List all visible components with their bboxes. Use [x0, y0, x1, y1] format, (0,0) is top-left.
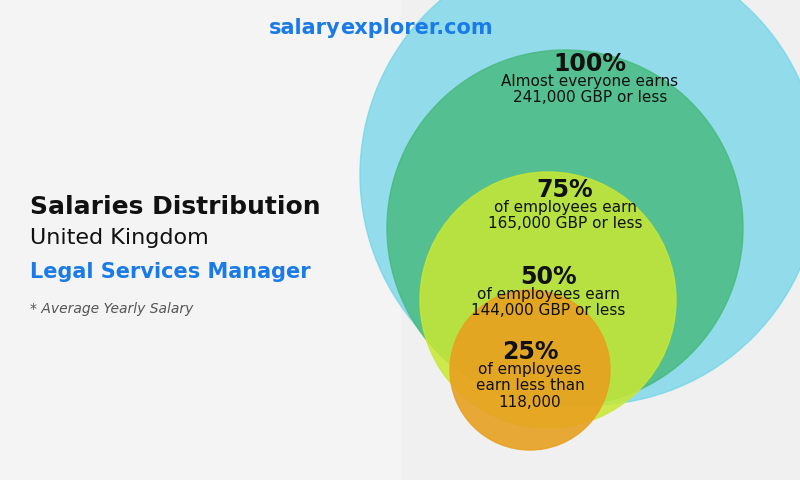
Text: 118,000: 118,000 [498, 395, 562, 410]
Text: explorer.com: explorer.com [340, 18, 493, 38]
Text: Salaries Distribution: Salaries Distribution [30, 195, 321, 219]
Text: salary: salary [268, 18, 340, 38]
Text: 100%: 100% [554, 52, 626, 76]
Ellipse shape [450, 290, 610, 450]
Text: 144,000 GBP or less: 144,000 GBP or less [471, 303, 625, 318]
Ellipse shape [420, 172, 676, 428]
Text: of employees earn: of employees earn [494, 200, 637, 215]
Text: Legal Services Manager: Legal Services Manager [30, 262, 310, 282]
Text: United Kingdom: United Kingdom [30, 228, 209, 248]
Text: Almost everyone earns: Almost everyone earns [502, 74, 678, 89]
Ellipse shape [387, 50, 743, 406]
Text: earn less than: earn less than [476, 378, 584, 393]
Text: 165,000 GBP or less: 165,000 GBP or less [488, 216, 642, 231]
Text: 25%: 25% [502, 340, 558, 364]
Text: of employees earn: of employees earn [477, 287, 619, 302]
Text: 241,000 GBP or less: 241,000 GBP or less [513, 90, 667, 105]
Text: 75%: 75% [537, 178, 594, 202]
Text: of employees: of employees [478, 362, 582, 377]
Text: * Average Yearly Salary: * Average Yearly Salary [30, 302, 194, 316]
Bar [0, 0, 400, 480]
Ellipse shape [360, 0, 800, 405]
Text: 50%: 50% [520, 265, 576, 289]
